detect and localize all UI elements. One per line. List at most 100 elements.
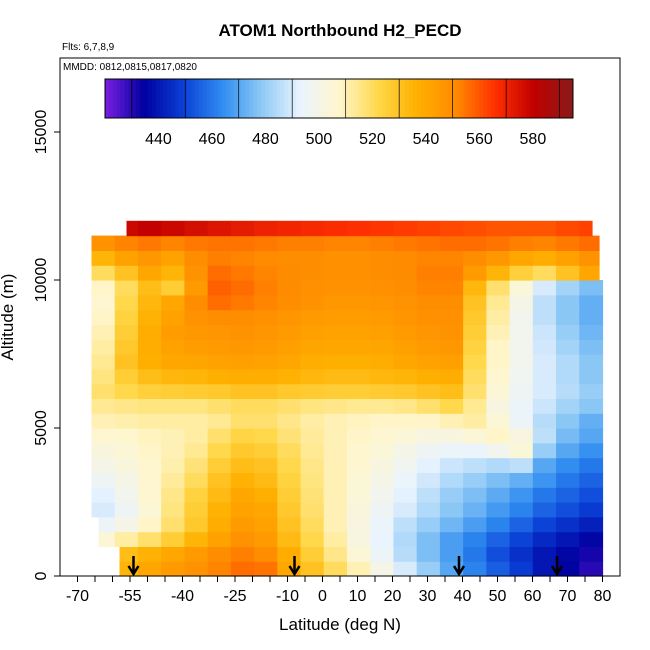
heatmap-cell <box>486 398 511 414</box>
heatmap-cell <box>509 546 534 562</box>
colorbar-segment <box>428 79 434 118</box>
heatmap-cell <box>463 442 487 459</box>
heatmap-cell <box>207 442 232 459</box>
heatmap-cell <box>323 413 348 429</box>
heatmap-cell <box>532 354 557 370</box>
colorbar-segment <box>147 79 153 118</box>
colorbar-segment <box>151 79 157 118</box>
heatmap-cell <box>463 531 487 547</box>
heatmap-cell <box>347 398 371 414</box>
heatmap-cell <box>137 502 162 518</box>
heatmap-cell <box>184 294 209 311</box>
heatmap-cell <box>579 324 604 340</box>
heatmap-cell <box>254 220 278 237</box>
heatmap-cell <box>300 265 325 281</box>
colorbar-segment <box>510 79 515 118</box>
colorbar-segment <box>569 79 574 118</box>
heatmap-cell <box>370 354 395 370</box>
heatmap-cell <box>556 324 580 340</box>
colorbar-segment <box>280 79 285 118</box>
heatmap-cell <box>439 413 464 429</box>
heatmap-cell <box>416 516 441 533</box>
heatmap-cell <box>137 487 162 503</box>
heatmap-cell <box>230 354 255 370</box>
heatmap-cell <box>463 457 487 473</box>
heatmap-cell <box>91 354 116 370</box>
heatmap-cell <box>184 546 209 562</box>
heatmap-cell <box>439 265 464 281</box>
colorbar-segment <box>237 79 242 118</box>
heatmap-cell <box>463 383 487 399</box>
heatmap-cell <box>416 472 441 488</box>
heatmap-cell <box>277 487 302 503</box>
heatmap-cell <box>416 294 441 311</box>
heatmap-cell <box>207 502 232 518</box>
heatmap-cell <box>230 235 255 251</box>
heatmap-cell <box>323 280 348 296</box>
heatmap-cell <box>207 324 232 340</box>
colorbar-segment <box>565 79 570 118</box>
heatmap-cell <box>347 487 371 503</box>
heatmap-cell <box>161 383 186 399</box>
colorbar-segment <box>342 79 348 118</box>
heatmap-cell <box>114 442 139 459</box>
heatmap-cell <box>463 413 487 429</box>
heatmap-cell <box>416 413 441 429</box>
heatmap-cell <box>323 368 348 385</box>
heatmap-cell <box>137 442 162 459</box>
heatmap-cell <box>137 428 162 444</box>
colorbar-segment <box>541 79 547 118</box>
heatmap-cell <box>579 516 604 533</box>
heatmap-cell <box>207 220 232 237</box>
heatmap-cell <box>463 220 487 237</box>
colorbar-segment <box>296 79 301 118</box>
heatmap-cell <box>347 265 371 281</box>
heatmap-cell <box>556 354 580 370</box>
heatmap-cell <box>207 368 232 385</box>
heatmap-cell <box>532 280 557 296</box>
heatmap-cell <box>393 502 418 518</box>
heatmap-cell <box>184 472 209 488</box>
heatmap-cell <box>579 265 600 281</box>
heatmap-cell <box>91 428 116 444</box>
heatmap-cell <box>509 457 534 473</box>
heatmap-cell <box>439 324 464 340</box>
heatmap-cell <box>370 383 395 399</box>
heatmap-cell <box>161 354 186 370</box>
colorbar-segment <box>202 79 207 118</box>
heatmap-cell <box>439 280 464 296</box>
colorbar-segment <box>514 79 519 118</box>
heatmap-cell <box>184 354 209 370</box>
heatmap-cell <box>161 442 186 459</box>
heatmap-cell <box>91 442 116 459</box>
heatmap-cell <box>532 531 557 547</box>
heatmap-cell <box>184 235 209 251</box>
colorbar-segment <box>463 79 469 118</box>
heatmap-cell <box>323 561 348 577</box>
heatmap-cell <box>230 294 255 311</box>
heatmap-cell <box>207 472 232 488</box>
colorbar-segment <box>186 79 192 118</box>
colorbar-segment <box>253 79 258 118</box>
heatmap-cell <box>184 561 209 577</box>
colorbar-segment <box>233 79 239 118</box>
heatmap-cell <box>416 561 441 577</box>
y-tick-label: 0 <box>33 571 50 580</box>
colorbar-segment <box>370 79 375 118</box>
heatmap-cell <box>509 220 534 237</box>
heatmap-cell <box>579 368 604 385</box>
colorbar-segment <box>526 79 531 118</box>
colorbar-segment <box>303 79 309 118</box>
heatmap-cell <box>416 502 441 518</box>
heatmap-cell <box>300 354 325 370</box>
heatmap-cell <box>277 472 302 488</box>
colorbar-segment <box>319 79 324 118</box>
colorbar-tick-label: 460 <box>199 131 226 148</box>
heatmap-cell <box>486 383 511 399</box>
heatmap-cell <box>416 265 441 281</box>
heatmap-cell <box>370 413 395 429</box>
colorbar-segment <box>331 79 336 118</box>
heatmap-cell <box>91 457 116 473</box>
heatmap-cell <box>91 383 116 399</box>
heatmap-cell <box>184 398 209 414</box>
